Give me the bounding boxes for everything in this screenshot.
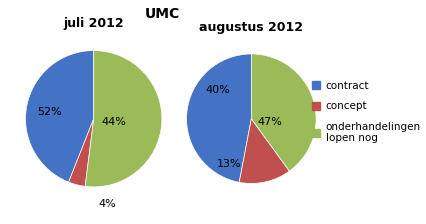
Wedge shape (69, 119, 94, 186)
Text: 47%: 47% (257, 117, 282, 127)
Title: augustus 2012: augustus 2012 (199, 21, 303, 34)
Text: 52%: 52% (37, 107, 62, 117)
Legend: contract, concept, onderhandelingen
lopen nog: contract, concept, onderhandelingen lope… (312, 81, 421, 143)
Text: 13%: 13% (216, 159, 241, 169)
Title: juli 2012: juli 2012 (63, 17, 124, 30)
Wedge shape (187, 54, 251, 182)
Text: UMC: UMC (144, 7, 179, 21)
Text: 44%: 44% (102, 117, 127, 127)
Wedge shape (85, 51, 162, 187)
Wedge shape (239, 119, 289, 183)
Wedge shape (26, 51, 94, 182)
Text: 40%: 40% (205, 85, 230, 95)
Text: 4%: 4% (98, 199, 116, 209)
Wedge shape (251, 54, 316, 171)
